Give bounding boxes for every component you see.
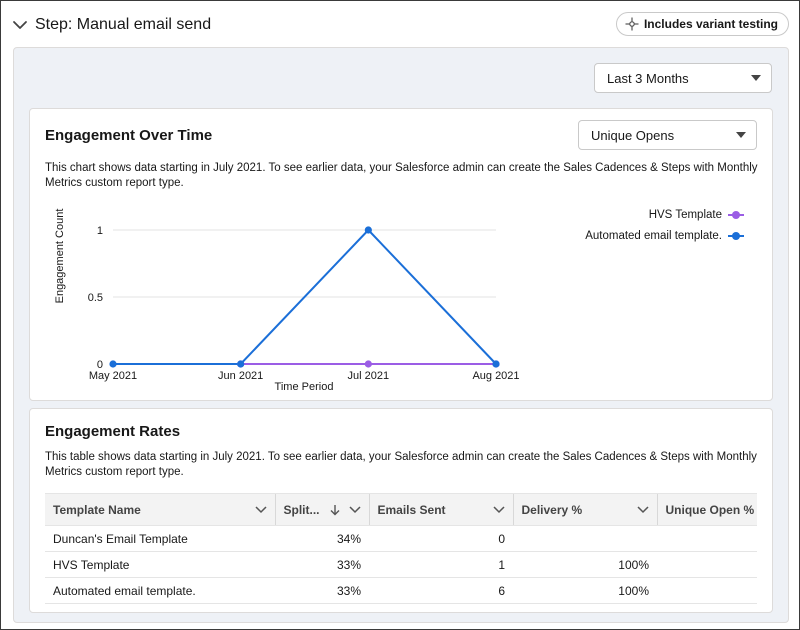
engagement-rates-card: Engagement Rates This table shows data s… [29, 408, 773, 613]
engagement-line-chart: 0 0.5 1 May 2021 Jun 2021 Jul 2021 Aug 2021 E… [54, 209, 520, 393]
cell-delivery: 100% [513, 551, 657, 578]
cell-unique-open [657, 551, 757, 578]
x-tick-label: Aug 2021 [472, 370, 519, 382]
cell-delivery: 100% [513, 577, 657, 604]
sort-descending-icon[interactable] [329, 504, 341, 516]
y-axis-label: Engagement Count [54, 209, 66, 304]
table-header-row: Template Name Split... Emails Sent [45, 493, 757, 526]
cell-template-name: Duncan's Email Template [45, 525, 275, 552]
chevron-down-icon[interactable] [254, 505, 267, 515]
cell-unique-open [657, 525, 757, 552]
cell-split: 33% [275, 577, 369, 604]
variant-icon [625, 17, 639, 31]
legend-item-hvs[interactable]: HVS Template [649, 209, 744, 221]
chevron-down-icon[interactable] [492, 505, 505, 515]
cell-emails-sent: 6 [369, 577, 513, 604]
engagement-rates-table: Template Name Split... Emails Sent [45, 493, 757, 604]
legend-item-automated[interactable]: Automated email template. [585, 230, 744, 242]
column-header-unique-open[interactable]: Unique Open % [656, 493, 757, 526]
legend-label: Automated email template. [585, 230, 722, 242]
cell-unique-open [657, 577, 757, 604]
column-header-delivery[interactable]: Delivery % [512, 493, 657, 526]
cell-template-name: Automated email template. [45, 577, 275, 604]
table-row[interactable]: Duncan's Email Template 34% 0 [45, 525, 757, 552]
table-row[interactable]: Automated email template. 33% 6 100% [45, 577, 757, 604]
data-point [237, 360, 245, 368]
cell-delivery [513, 525, 657, 552]
chevron-down-icon[interactable] [11, 16, 29, 34]
data-point [492, 360, 500, 368]
series-line-1 [113, 228, 497, 365]
engagement-rates-description: This table shows data starting in July 2… [45, 451, 757, 478]
legend-label: HVS Template [648, 209, 722, 221]
engagement-over-time-card: Engagement Over Time Unique Opens This c… [29, 108, 773, 401]
metric-select-value: Unique Opens [591, 127, 675, 143]
cell-template-name: HVS Template [45, 551, 275, 578]
x-tick-label: May 2021 [89, 370, 137, 382]
x-axis-label: Time Period [275, 381, 334, 393]
table-row[interactable]: HVS Template 33% 1 100% [45, 551, 757, 578]
cell-emails-sent: 1 [369, 551, 513, 578]
data-point [364, 226, 372, 234]
caret-down-icon [736, 132, 746, 138]
cell-split: 33% [275, 551, 369, 578]
date-range-value: Last 3 Months [607, 70, 689, 86]
y-tick-label: 1 [97, 225, 103, 237]
data-point [364, 360, 372, 368]
step-header[interactable]: Step: Manual email send Includes variant… [11, 9, 789, 41]
legend-swatch [728, 211, 744, 219]
variant-testing-label: Includes variant testing [643, 17, 778, 31]
date-range-select[interactable]: Last 3 Months [594, 63, 772, 93]
metric-select[interactable]: Unique Opens [578, 120, 757, 150]
x-tick-label: Jun 2021 [218, 370, 263, 382]
chevron-down-icon[interactable] [636, 505, 649, 515]
cell-emails-sent: 0 [369, 525, 513, 552]
data-point [109, 360, 117, 368]
column-header-template-name[interactable]: Template Name [45, 493, 275, 526]
column-header-split[interactable]: Split... [274, 493, 369, 526]
step-title: Step: Manual email send [35, 16, 212, 33]
chevron-down-icon[interactable] [348, 505, 361, 515]
caret-down-icon [751, 75, 761, 81]
column-header-emails-sent[interactable]: Emails Sent [368, 493, 513, 526]
variant-testing-button[interactable]: Includes variant testing [615, 12, 789, 36]
engagement-over-time-description: This chart shows data starting in July 2… [45, 162, 758, 189]
legend-swatch [728, 232, 744, 240]
step-details-panel: Last 3 Months Engagement Over Time Uniqu… [13, 47, 789, 623]
x-tick-label: Jul 2021 [348, 370, 390, 382]
engagement-rates-title: Engagement Rates [45, 423, 181, 440]
y-tick-label: 0.5 [88, 292, 103, 304]
cell-split: 34% [275, 525, 369, 552]
engagement-over-time-title: Engagement Over Time [45, 127, 213, 144]
y-tick-label: 0 [97, 359, 103, 371]
